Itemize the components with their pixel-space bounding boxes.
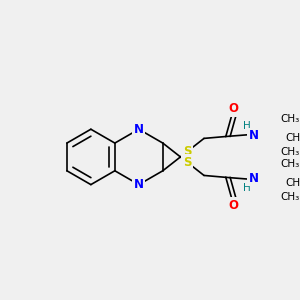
Text: N: N: [134, 123, 144, 136]
Text: CH₃: CH₃: [285, 178, 300, 188]
Text: CH₃: CH₃: [285, 133, 300, 143]
Text: CH₃: CH₃: [280, 114, 299, 124]
Text: O: O: [229, 199, 238, 212]
Text: CH₃: CH₃: [280, 147, 299, 157]
Text: H: H: [243, 183, 250, 193]
Text: S: S: [183, 156, 191, 169]
Text: N: N: [248, 129, 259, 142]
Text: S: S: [183, 145, 191, 158]
Text: N: N: [134, 178, 144, 191]
Text: H: H: [243, 121, 250, 131]
Text: CH₃: CH₃: [280, 192, 299, 202]
Text: N: N: [248, 172, 259, 185]
Text: CH₃: CH₃: [280, 159, 299, 169]
Text: O: O: [229, 102, 238, 115]
